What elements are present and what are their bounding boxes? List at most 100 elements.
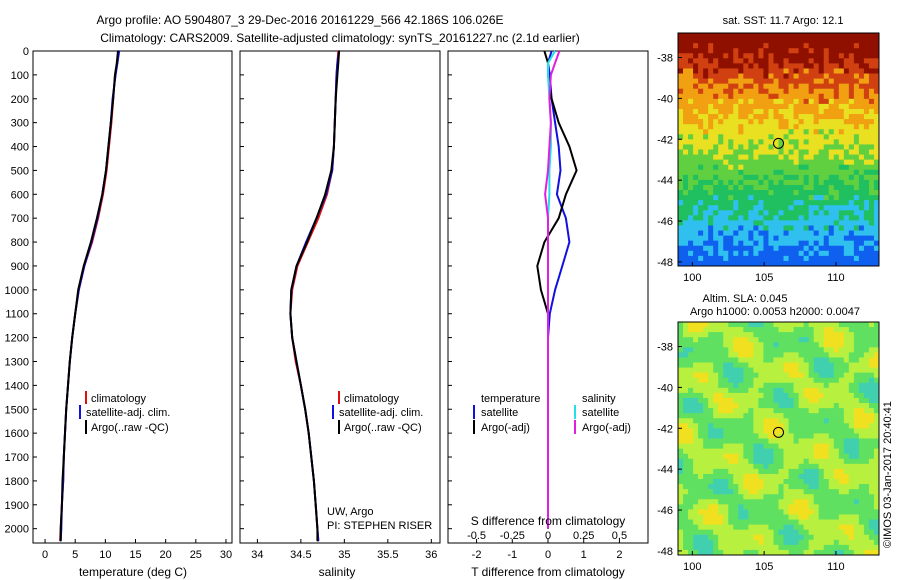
map-cell [813, 195, 820, 201]
map-cell [738, 43, 744, 49]
map-cell [848, 63, 855, 69]
map-cell [733, 255, 739, 262]
map-cell [828, 413, 835, 419]
map-cell [808, 367, 815, 374]
map-cell [858, 453, 865, 460]
map-cell [848, 494, 855, 500]
map-cell [728, 423, 734, 429]
map-cell [733, 463, 739, 470]
map-cell [683, 377, 689, 384]
map-cell [738, 539, 744, 546]
map-cell [833, 255, 840, 262]
map-cell [803, 58, 810, 64]
map-cell [793, 453, 800, 460]
map-cell [833, 68, 840, 74]
map-cell [868, 169, 875, 176]
map-cell [803, 164, 810, 171]
map-cell [703, 489, 709, 495]
map-cell [678, 534, 684, 541]
map-cell [803, 154, 810, 161]
map-cell [863, 337, 870, 343]
map-cell [808, 134, 815, 140]
map-cell [798, 514, 805, 520]
map-cell [768, 195, 774, 201]
map-cell [678, 195, 684, 201]
map-cell [848, 215, 855, 221]
map-cell [763, 245, 769, 252]
map-cell [823, 220, 830, 226]
map-cell [793, 139, 800, 145]
map-cell [803, 367, 810, 374]
map-cell [828, 448, 835, 455]
map-cell [813, 83, 820, 90]
map-cell [778, 489, 784, 495]
map-cell [853, 38, 860, 44]
map-cell [763, 387, 769, 394]
map-cell [863, 179, 870, 186]
map-cell [693, 519, 699, 526]
map-y-tick-label: -44 [657, 464, 673, 476]
map-cell [738, 139, 744, 145]
map-cell [808, 114, 815, 120]
map-cell [863, 93, 870, 100]
map-cell [743, 438, 749, 444]
map-cell [713, 413, 719, 419]
map-cell [748, 337, 754, 343]
map-cell [793, 134, 800, 140]
map-cell [778, 544, 784, 551]
map-cell [833, 108, 840, 115]
map-cell [693, 63, 699, 69]
map-cell [793, 245, 800, 252]
map-cell [848, 403, 855, 409]
map-cell [783, 250, 789, 257]
map-cell [818, 225, 825, 231]
map-cell [698, 129, 704, 135]
map-cell [753, 529, 759, 536]
map-cell [708, 413, 714, 419]
map-cell [798, 529, 805, 536]
map-cell [818, 327, 825, 333]
map-cell [833, 98, 840, 105]
map-cell [828, 205, 835, 211]
map-cell [853, 549, 860, 556]
map-cell [853, 98, 860, 105]
map-cell [808, 357, 815, 363]
map-cell [808, 53, 815, 59]
map-cell [773, 144, 779, 150]
map-cell [828, 33, 835, 39]
map-cell [843, 403, 850, 409]
map-cell [698, 479, 704, 485]
map-cell [743, 235, 749, 242]
map-cell [683, 53, 689, 59]
map-cell [873, 504, 880, 510]
map-cell [788, 68, 794, 74]
map-cell [743, 529, 749, 536]
map-cell [843, 98, 850, 105]
map-cell [843, 88, 850, 95]
map-cell [708, 514, 714, 520]
map-cell [688, 83, 694, 90]
map-cell [788, 139, 794, 145]
map-cell [748, 377, 754, 384]
map-cell [803, 468, 810, 475]
map-cell [833, 352, 840, 358]
map-cell [743, 195, 749, 201]
map-cell [753, 352, 759, 358]
map-cell [798, 428, 805, 434]
map-cell [728, 473, 734, 480]
map-cell [853, 129, 860, 135]
map-cell [773, 539, 779, 546]
map-cell [858, 108, 865, 115]
map-cell [728, 33, 734, 39]
map-cell [783, 210, 789, 216]
map-cell [843, 164, 850, 171]
map-cell [798, 164, 805, 171]
map-cell [788, 372, 794, 379]
map-cell [778, 174, 784, 181]
map-cell [813, 164, 820, 171]
map-cell [723, 164, 729, 171]
map-cell [778, 154, 784, 161]
map-cell [823, 68, 830, 74]
map-cell [743, 549, 749, 556]
map-cell [848, 397, 855, 404]
